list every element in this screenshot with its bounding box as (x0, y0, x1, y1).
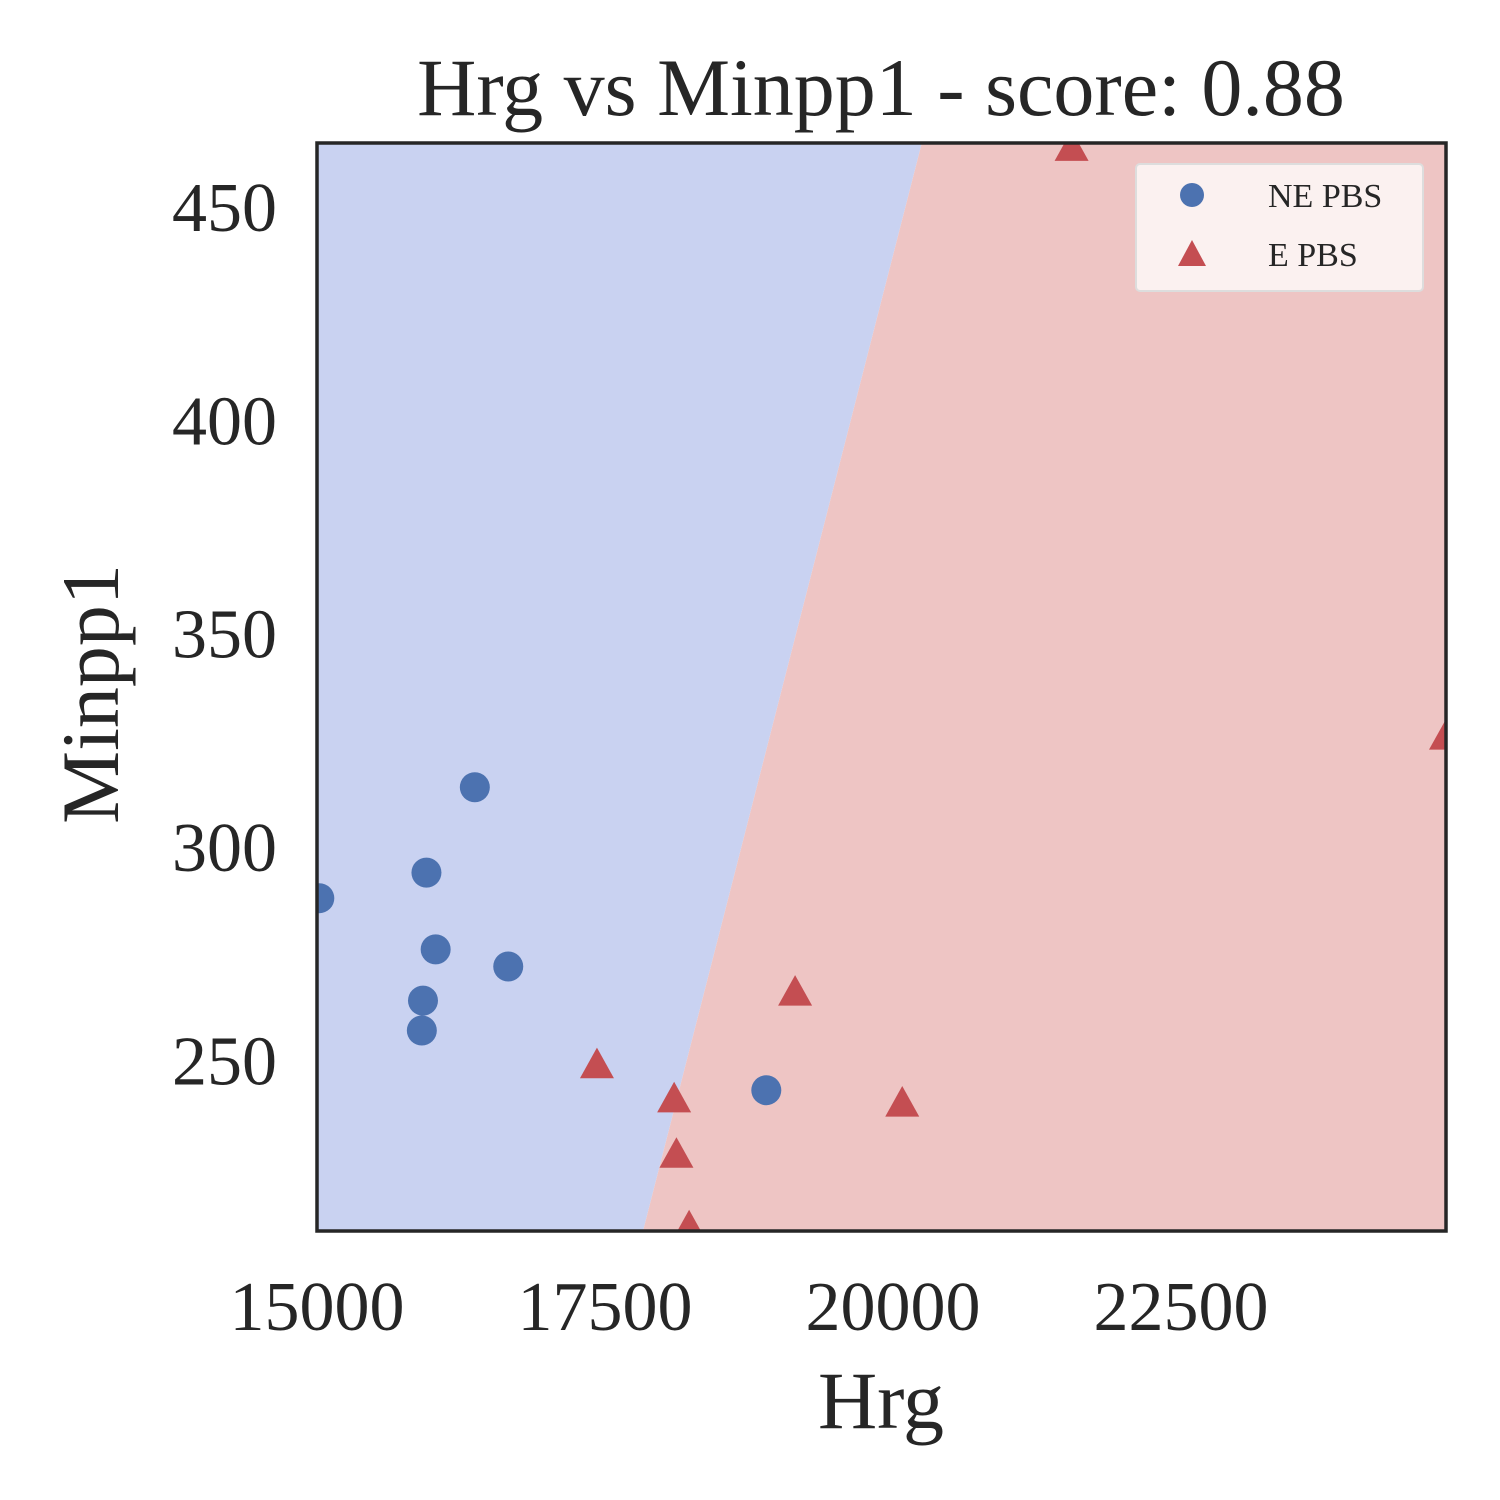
data-point-triangle (659, 1137, 694, 1168)
data-point-triangle (1429, 719, 1446, 750)
x-axis-label: Hrg (818, 1355, 944, 1446)
legend-label-e-pbs: E PBS (1268, 237, 1358, 274)
legend-triangle-marker (1178, 240, 1206, 266)
y-tick-label: 350 (172, 597, 277, 674)
data-point-circle (459, 772, 490, 803)
legend-label-ne-pbs: NE PBS (1268, 178, 1382, 215)
x-axis-ticks: 15000 17500 20000 22500 (230, 1269, 1269, 1346)
data-point-triangle (677, 1209, 701, 1231)
x-tick-label: 22500 (1094, 1269, 1269, 1346)
region-e-pbs (643, 143, 1446, 1231)
data-points (317, 143, 1446, 1231)
y-tick-label: 450 (172, 170, 277, 247)
x-tick-label: 17500 (518, 1269, 693, 1346)
data-point-triangle (657, 1081, 692, 1113)
data-point-circle (751, 1075, 782, 1106)
data-point-circle (407, 985, 438, 1016)
legend: NE PBS E PBS (1135, 163, 1424, 292)
x-tick-label: 15000 (230, 1269, 405, 1346)
chart-title: Hrg vs Minpp1 - score: 0.88 (417, 42, 1345, 133)
legend-circle-marker (1180, 183, 1204, 207)
y-tick-label: 400 (172, 383, 277, 460)
data-point-circle (411, 857, 442, 888)
data-point-circle (317, 883, 335, 914)
y-tick-label: 250 (172, 1023, 277, 1100)
y-axis-ticks: 250 300 350 400 450 (172, 170, 277, 1100)
y-tick-label: 300 (172, 810, 277, 887)
region-ne-pbs (317, 143, 922, 1231)
data-point-triangle (885, 1086, 920, 1117)
x-tick-label: 20000 (806, 1269, 981, 1346)
data-point-triangle (778, 975, 813, 1006)
legend-box (1135, 163, 1424, 292)
data-point-triangle (1054, 143, 1089, 161)
data-point-circle (420, 934, 451, 965)
y-axis-label: Minpp1 (45, 564, 136, 824)
plot-frame (315, 141, 1448, 1233)
data-point-circle (406, 1015, 437, 1046)
data-point-triangle (579, 1047, 614, 1079)
decision-regions (317, 143, 1446, 1231)
data-point-circle (493, 951, 524, 982)
